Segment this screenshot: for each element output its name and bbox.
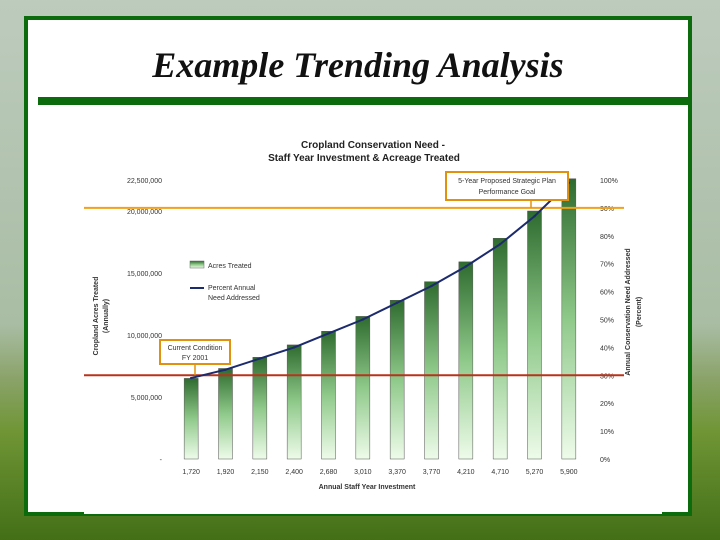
x-tick-label: 5,270 (526, 469, 544, 476)
line-point (430, 284, 433, 288)
bar (321, 331, 336, 460)
legend-line-label: Percent Annual Need Addressed (208, 285, 260, 302)
x-tick-label: 2,150 (251, 469, 269, 476)
y-right-tick-label: 60% (600, 290, 614, 297)
line-point (498, 242, 502, 246)
goal-annotation: 5-Year Proposed Strategic Plan Performan… (445, 171, 569, 201)
x-tick-label: 5,900 (560, 469, 578, 476)
y-left-tick-label: 15,000,000 (127, 271, 162, 278)
y-right-tick-label: 90% (600, 206, 614, 213)
line-point (361, 318, 365, 321)
y-axis-left-label-1: Cropland Acres Treated (93, 277, 100, 356)
line-point (464, 265, 468, 268)
y-left-tick-label: 5,000,000 (131, 395, 162, 402)
bar (252, 357, 268, 460)
x-tick-label: 4,210 (457, 469, 475, 476)
chart-title: Cropland Conservation Need - (301, 140, 445, 151)
line-point (224, 368, 227, 371)
y-right-tick-label: 80% (600, 234, 614, 241)
current-annotation-box (159, 339, 231, 365)
x-tick-label: 2,400 (285, 469, 303, 476)
bar (183, 378, 199, 460)
current-annotation-line1: Current Condition (168, 345, 223, 352)
line-point (189, 376, 193, 380)
chart-panel: Cropland Conservation Need - Staff Year … (84, 120, 662, 514)
title-underline (38, 97, 688, 105)
bar (492, 238, 508, 460)
chart: Cropland Conservation Need - Staff Year … (84, 140, 643, 491)
goal-annotation-line1: 5-Year Proposed Strategic Plan (458, 178, 556, 185)
plot-area: - 5,000,000 10,000,000 15,000,000 20,000,000… (84, 178, 624, 476)
bar (218, 368, 233, 460)
y-right-tick-label: 50% (600, 318, 614, 325)
y-left-tick-label: - (160, 457, 163, 464)
legend: Acres Treated Percent Annual Need Addres… (189, 260, 260, 302)
x-tick-label: 2,680 (320, 469, 338, 476)
x-axis-label: Annual Staff Year Investment (319, 484, 416, 491)
bar (389, 300, 405, 460)
bar (286, 344, 302, 460)
line-point (258, 357, 262, 360)
line-point (395, 301, 399, 304)
y-right-tick-label: 20% (600, 401, 614, 408)
x-tick-label: 1,720 (182, 469, 200, 476)
y-left-tick-label: 22,500,000 (127, 178, 162, 185)
bar (355, 316, 371, 460)
bar (458, 261, 474, 460)
bar (424, 281, 439, 460)
line-point (327, 332, 330, 335)
y-left-tick-label: 20,000,000 (127, 209, 162, 216)
y-axis-left-label-2: (Annually) (103, 299, 110, 333)
legend-bar-label: Acres Treated (208, 263, 252, 270)
y-axis-right-label-2: (Percent) (636, 297, 643, 327)
chart-subtitle: Staff Year Investment & Acreage Treated (268, 153, 460, 164)
x-tick-label: 1,920 (217, 469, 235, 476)
x-tick-label: 3,370 (388, 469, 406, 476)
slide-title: Example Trending Analysis (152, 45, 564, 85)
y-right-tick-label: 100% (600, 178, 618, 185)
x-tick-label: 3,010 (354, 469, 372, 476)
y-right-tick-label: 30% (600, 373, 614, 380)
y-right-tick-label: 70% (600, 262, 614, 269)
line-point (292, 346, 296, 349)
y-axis-right-label-1: Annual Conservation Need Addressed (625, 248, 632, 375)
y-right-tick-label: 10% (600, 429, 614, 436)
x-tick-label: 4,710 (491, 469, 509, 476)
x-tick-label: 3,770 (423, 469, 441, 476)
series-line (190, 182, 570, 380)
y-left-tick-label: 10,000,000 (127, 333, 162, 340)
current-annotation-line2: FY 2001 (182, 355, 208, 362)
y-right-tick-label: 40% (600, 345, 614, 352)
bar (527, 210, 542, 460)
current-annotation: Current Condition FY 2001 (159, 339, 231, 365)
goal-annotation-line2: Performance Goal (479, 189, 536, 196)
legend-bar-swatch (189, 260, 205, 269)
bar (561, 178, 577, 460)
y-right-tick-label: 0% (600, 457, 610, 464)
goal-annotation-box (445, 171, 569, 201)
line-point (533, 215, 536, 218)
